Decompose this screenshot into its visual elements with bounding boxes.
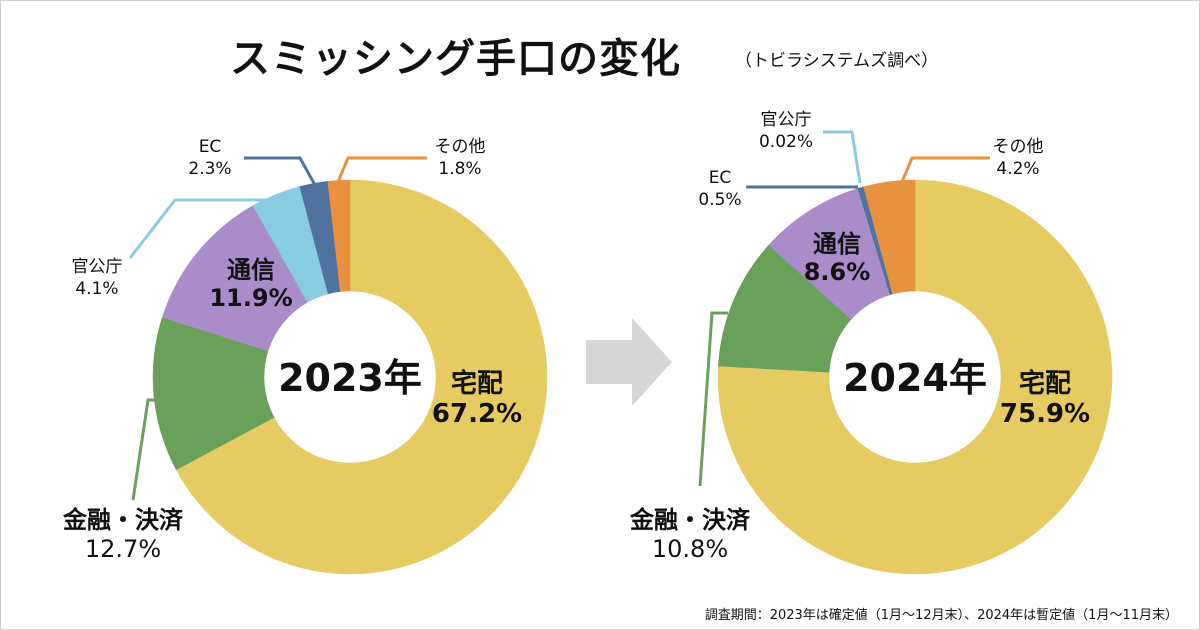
center-label-2024年: 2024年 (843, 356, 987, 400)
donut-slice-0-0 (175, 179, 548, 575)
donut-slice-1-5 (863, 179, 916, 295)
slice-label-1-3: 官公庁 (761, 110, 812, 130)
leader-line-1-5 (900, 156, 990, 183)
slice-value-1-5: 4.2% (996, 159, 1039, 179)
slice-label-1-1: 金融・決済 (629, 506, 751, 534)
leader-line-0-3 (128, 198, 270, 259)
slice-value-1-2: 8.6% (804, 258, 871, 286)
slice-label-0-1: 金融・決済 (62, 506, 184, 534)
slice-label-0-5: その他 (435, 137, 486, 157)
page-title: スミッシング手口の変化 (230, 36, 681, 82)
donut-slice-1-0 (717, 179, 1113, 575)
slice-label-1-5: その他 (993, 137, 1044, 157)
page-subtitle: （トビラシステムズ調べ） (735, 51, 939, 71)
leader-line-1-1 (698, 311, 728, 487)
slice-value-1-3: 0.02% (759, 132, 813, 152)
slice-value-0-4: 2.3% (188, 159, 231, 179)
leader-line-0-1 (131, 398, 160, 501)
slice-value-1-1: 10.8% (652, 535, 728, 563)
footnote: 調査期間：2023年は確定値（1月～12月末）、2024年は暫定値（1月～11月… (704, 608, 1178, 623)
leader-line-0-5 (336, 156, 427, 183)
slice-label-0-4: EC (199, 137, 222, 157)
leader-line-1-3 (823, 130, 862, 184)
slice-value-1-0: 75.9% (1000, 399, 1090, 429)
donut-slice-0-5 (327, 179, 351, 292)
slice-label-0-0: 宅配 (451, 368, 503, 399)
slice-label-0-2: 通信 (227, 256, 275, 284)
slice-label-1-4: EC (709, 168, 732, 188)
right-arrow-icon (586, 318, 672, 406)
center-label-2023年: 2023年 (278, 356, 422, 400)
slice-value-1-4: 0.5% (698, 190, 741, 210)
slice-value-0-5: 1.8% (438, 159, 481, 179)
slice-label-1-2: 通信 (813, 230, 861, 258)
slice-value-0-0: 67.2% (432, 399, 522, 429)
slice-value-0-3: 4.1% (75, 279, 118, 299)
slice-value-0-2: 11.9% (209, 284, 292, 312)
slice-label-0-3: 官公庁 (72, 257, 123, 277)
leader-line-0-4 (244, 156, 317, 186)
donut-slice-0-1 (152, 316, 275, 471)
slice-value-0-1: 12.7% (85, 535, 161, 563)
slice-label-1-0: 宅配 (1019, 368, 1071, 399)
